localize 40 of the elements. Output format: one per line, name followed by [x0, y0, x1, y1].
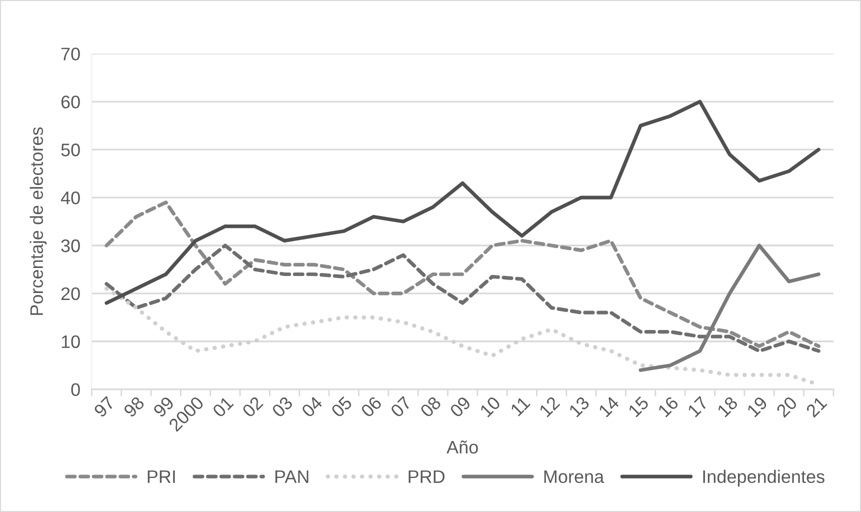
y-tick-label: 40: [60, 191, 80, 204]
x-tick-label: 16: [657, 396, 680, 418]
y-axis-title: Porcentaje de electores: [30, 127, 47, 315]
x-tick-label: 17: [687, 396, 709, 418]
y-tick-label: 10: [62, 335, 80, 348]
x-tick-label: 15: [628, 396, 650, 418]
x-tick-label: 98: [122, 396, 146, 418]
x-tick-label: 19: [746, 396, 768, 418]
x-tick-label: 04: [300, 396, 324, 418]
y-tick-label: 70: [61, 48, 80, 60]
line-series: [104, 200, 820, 348]
x-tick-label: 12: [538, 396, 560, 418]
legend-label: PRD: [408, 470, 445, 483]
x-axis-title: Año: [446, 440, 478, 454]
x-tick-label: 09: [449, 396, 472, 418]
x-tick-label: 06: [360, 396, 382, 418]
x-tick-label: 08: [420, 396, 442, 418]
line-series: [104, 100, 820, 305]
x-tick-label: 14: [598, 396, 620, 418]
y-tick-label: 50: [61, 144, 80, 156]
x-tick-label: 07: [390, 396, 412, 418]
x-tick-label: 97: [93, 396, 116, 418]
x-tick-label: 13: [568, 396, 590, 418]
x-tick-label: 01: [212, 396, 234, 418]
x-tick-label: 02: [242, 396, 264, 418]
x-tick-label: 18: [716, 396, 738, 418]
legend-label: Independientes: [703, 470, 824, 487]
y-tick-label: 0: [71, 383, 80, 396]
legend-label: PRI: [148, 470, 175, 483]
x-tick-label: 10: [479, 396, 502, 418]
x-tick-label: 21: [805, 396, 828, 418]
x-tick-label: 03: [271, 396, 294, 418]
y-tick-label: 30: [61, 239, 80, 252]
x-tick-label: 11: [510, 396, 531, 416]
legend-label: Morena: [544, 470, 604, 484]
x-tick-label: 05: [330, 396, 353, 418]
y-tick-label: 20: [61, 287, 80, 300]
x-tick-label: 20: [776, 396, 798, 418]
legend-label: PAN: [275, 470, 308, 483]
y-tick-label: 60: [61, 96, 80, 108]
